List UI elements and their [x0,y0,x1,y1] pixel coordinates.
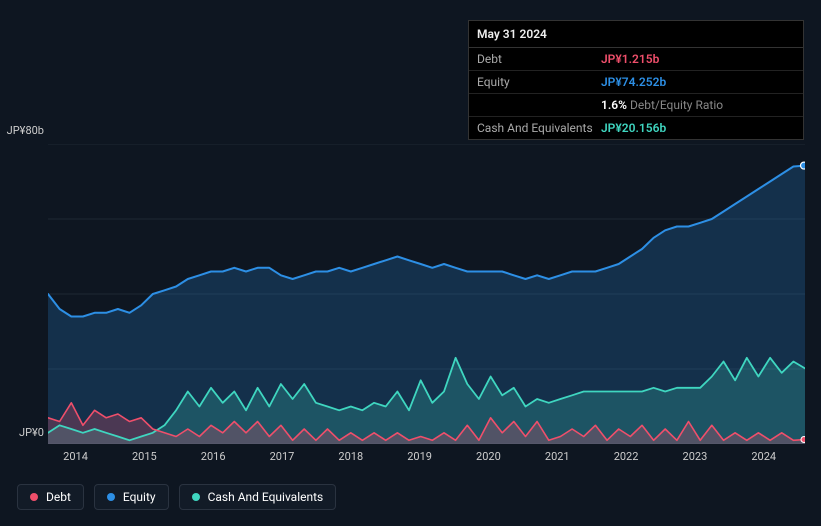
legend-dot [192,493,200,501]
tooltip-row-debt: Debt JP¥1.215b [469,48,803,71]
x-axis-tick: 2016 [201,450,226,463]
x-axis-tick: 2021 [545,450,570,463]
tooltip-row-equity: Equity JP¥74.252b [469,71,803,94]
tooltip-value: JP¥74.252b [601,75,666,89]
legend-item-debt[interactable]: Debt [17,484,84,510]
chart-tooltip: May 31 2024 Debt JP¥1.215b Equity JP¥74.… [468,20,804,140]
y-axis-label-bottom: JP¥0 [0,426,44,439]
tooltip-label [477,98,601,112]
y-axis-label-top: JP¥80b [0,124,44,137]
legend-item-cash[interactable]: Cash And Equivalents [179,484,337,510]
x-axis-tick: 2015 [132,450,157,463]
legend-label: Cash And Equivalents [208,490,324,504]
x-axis-tick: 2017 [270,450,295,463]
legend-label: Debt [46,490,71,504]
x-axis-tick: 2024 [751,450,776,463]
chart-legend: Debt Equity Cash And Equivalents [17,484,336,510]
tooltip-value: JP¥1.215b [601,52,659,66]
tooltip-ratio-label: Debt/Equity Ratio [630,98,723,112]
tooltip-label: Equity [477,75,601,89]
x-axis-tick: 2019 [407,450,432,463]
tooltip-row-ratio: 1.6% Debt/Equity Ratio [469,94,803,117]
x-axis-tick: 2014 [63,450,88,463]
tooltip-ratio-value: 1.6% [601,98,627,112]
tooltip-label: Cash And Equivalents [477,121,601,135]
legend-label: Equity [123,490,156,504]
chart-plot-area [48,144,805,444]
legend-item-equity[interactable]: Equity [94,484,169,510]
x-axis-tick: 2020 [476,450,501,463]
tooltip-value: JP¥20.156b [601,121,666,135]
chart-svg [48,144,805,444]
tooltip-label: Debt [477,52,601,66]
legend-dot [107,493,115,501]
tooltip-row-cash: Cash And Equivalents JP¥20.156b [469,117,803,139]
legend-dot [30,493,38,501]
x-axis-labels: 2014 2015 2016 2017 2018 2019 2020 2021 2022 2023… [48,450,805,466]
tooltip-date: May 31 2024 [469,21,803,48]
x-axis-tick: 2018 [338,450,363,463]
x-axis-tick: 2022 [614,450,639,463]
x-axis-tick: 2023 [683,450,708,463]
